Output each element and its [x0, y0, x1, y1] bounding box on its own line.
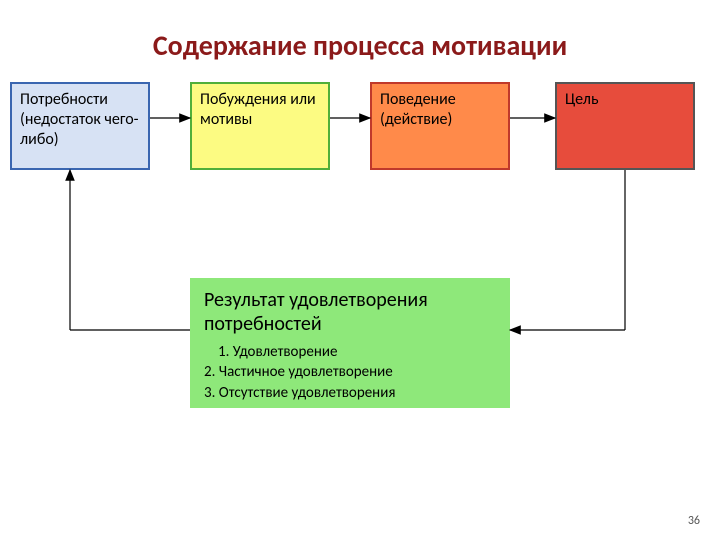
node-needs-label: Потребности (недостаток чего-либо) [20, 90, 139, 149]
page-number: 36 [688, 514, 700, 528]
node-goal-label: Цель [565, 90, 598, 109]
node-result: Результат удовлетворения потребностей 1.… [190, 278, 510, 408]
diagram-title: Содержание процесса мотивации [0, 28, 720, 63]
node-behavior-label: Поведение (действие) [380, 90, 456, 129]
result-item-1: 1. Удовлетворение [204, 342, 496, 362]
connectors-layer [0, 0, 720, 540]
result-item-2: 2. Частичное удовлетворение [204, 362, 496, 382]
node-needs: Потребности (недостаток чего-либо) [10, 82, 150, 170]
result-title: Результат удовлетворения потребностей [204, 288, 496, 336]
result-item-3: 3. Отсутствие удовлетворения [204, 383, 496, 403]
node-motives: Побуждения или мотивы [190, 82, 330, 170]
node-goal: Цель [555, 82, 695, 170]
node-motives-label: Побуждения или мотивы [200, 90, 316, 129]
node-behavior: Поведение (действие) [370, 82, 510, 170]
